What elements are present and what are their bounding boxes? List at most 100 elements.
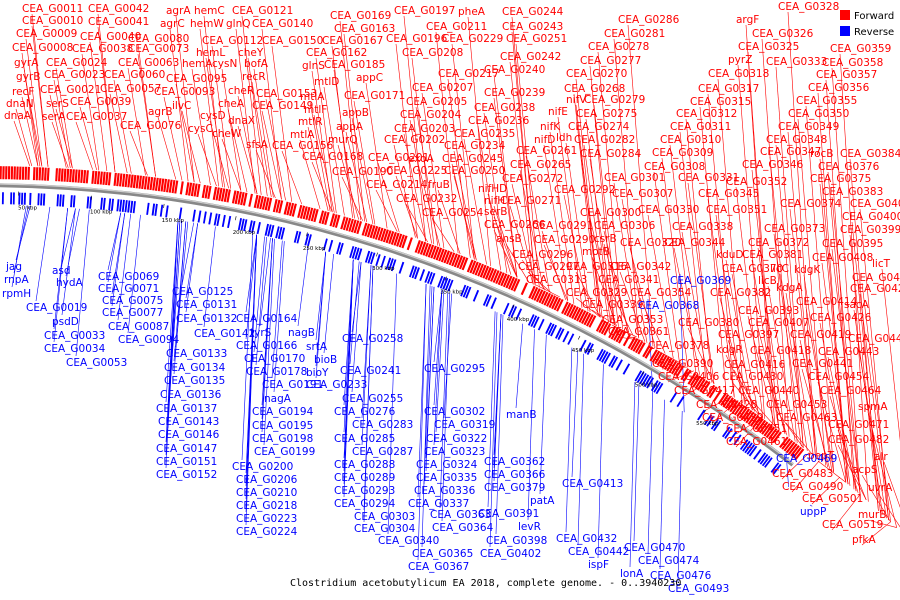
reverse-gene-label: jag	[5, 261, 22, 273]
forward-gene	[91, 170, 95, 184]
leader-line	[611, 324, 637, 338]
leader-line	[211, 45, 231, 189]
forward-gene	[259, 196, 264, 210]
leader-line	[245, 234, 257, 526]
forward-gene-label: CEA_G0153	[256, 88, 317, 100]
leader-line	[543, 244, 569, 301]
leader-line	[409, 119, 432, 244]
forward-gene-label: CEA_G0331	[678, 172, 739, 184]
forward-gene-label: hemW	[190, 18, 224, 30]
reverse-gene-label: CEA_G0053	[66, 357, 127, 369]
forward-gene	[24, 166, 28, 180]
forward-gene	[668, 360, 678, 373]
reverse-gene	[567, 333, 575, 345]
reverse-gene	[608, 355, 616, 367]
forward-gene-label: CEA_G0185	[324, 59, 385, 71]
forward-gene	[398, 234, 405, 248]
forward-gene	[713, 389, 723, 402]
leader-line	[573, 93, 599, 317]
forward-gene-label: CEA_G0301	[604, 172, 665, 184]
forward-gene-label: CEA_G0345	[698, 188, 759, 200]
leader-line	[113, 79, 132, 174]
reverse-gene	[127, 200, 131, 213]
reverse-gene	[56, 194, 59, 207]
leader-line	[831, 67, 861, 495]
forward-gene	[41, 167, 44, 181]
reverse-gene-label: CEA_G0365	[412, 548, 473, 560]
forward-gene-label: mtlD	[314, 76, 339, 88]
forward-gene	[291, 203, 297, 217]
reverse-gene	[197, 210, 202, 223]
forward-gene-label: CEA_G0057	[100, 83, 161, 95]
forward-gene-label: CEA_G0279	[584, 94, 645, 106]
forward-gene-label: CEA_G0245	[442, 153, 503, 165]
reverse-gene	[18, 192, 21, 205]
leader-line	[639, 297, 666, 354]
forward-gene	[324, 211, 330, 225]
leader-line	[859, 293, 889, 521]
reverse-gene	[256, 222, 261, 235]
forward-gene-label: licB	[758, 275, 777, 287]
forward-gene	[417, 240, 424, 254]
forward-gene	[163, 178, 168, 192]
reverse-gene-label: CEA_G0152	[156, 469, 217, 481]
leader-line	[733, 369, 761, 417]
forward-gene-label: CEA_G0201	[368, 152, 429, 164]
forward-gene	[313, 209, 319, 223]
reverse-gene-label: CEA_G0402	[480, 548, 541, 560]
forward-gene	[393, 232, 400, 246]
reverse-gene	[485, 295, 492, 307]
forward-gene-label: dnaN	[6, 98, 34, 110]
leader-line	[589, 217, 615, 325]
leader-line	[775, 409, 804, 448]
reverse-gene-label: CEA_G0136	[160, 389, 222, 401]
reverse-gene	[429, 272, 436, 285]
forward-gene-label: CEA_G0038	[72, 43, 133, 55]
reverse-gene	[221, 214, 226, 227]
forward-gene	[116, 173, 120, 187]
leader-line	[307, 126, 329, 212]
reverse-gene	[427, 271, 433, 284]
reverse-gene-label: srtA	[306, 341, 328, 353]
leader-line	[315, 251, 326, 379]
forward-gene	[622, 333, 631, 347]
forward-gene-label: CEA_G0359	[830, 43, 891, 55]
reverse-gene-label: CEA_G0413	[562, 478, 623, 490]
leader-line	[313, 114, 335, 213]
leader-line	[395, 175, 418, 239]
scale-tick	[376, 252, 378, 257]
leader-line	[613, 38, 640, 339]
reverse-gene-label: CEA_G0233	[306, 379, 367, 391]
forward-gene	[353, 220, 360, 234]
leader-line	[681, 231, 709, 380]
forward-gene	[556, 299, 564, 312]
leader-line	[867, 411, 897, 528]
forward-gene	[576, 308, 584, 322]
leader-line	[137, 53, 156, 177]
reverse-gene	[601, 351, 609, 363]
leader-line	[165, 220, 179, 403]
reverse-gene-label: CEA_G0362	[484, 456, 545, 468]
scale-tick-label: 500 kbp	[635, 383, 658, 389]
forward-gene	[637, 342, 646, 355]
forward-gene	[763, 424, 773, 437]
leader-line	[453, 175, 477, 261]
forward-gene-label: CEA_G0278	[588, 41, 649, 53]
forward-gene-label: CEA_G0196	[386, 33, 448, 45]
scale-tick	[703, 409, 707, 414]
forward-gene-label: serB	[484, 206, 507, 218]
forward-gene	[261, 196, 267, 210]
forward-gene	[10, 166, 14, 180]
scale-tick	[235, 216, 237, 221]
forward-gene-label: CEA_G0073	[128, 43, 189, 55]
forward-gene	[318, 210, 325, 224]
forward-gene-label: CEA_G0250	[444, 165, 505, 177]
forward-gene	[610, 327, 619, 340]
reverse-gene-label: CEA_G0288	[334, 459, 395, 471]
reverse-gene	[596, 348, 604, 361]
forward-gene-label: cheA	[218, 98, 245, 110]
reverse-gene	[86, 196, 90, 209]
reverse-gene	[248, 220, 253, 233]
forward-gene	[689, 374, 699, 387]
reverse-gene-label: psdD	[52, 316, 79, 328]
